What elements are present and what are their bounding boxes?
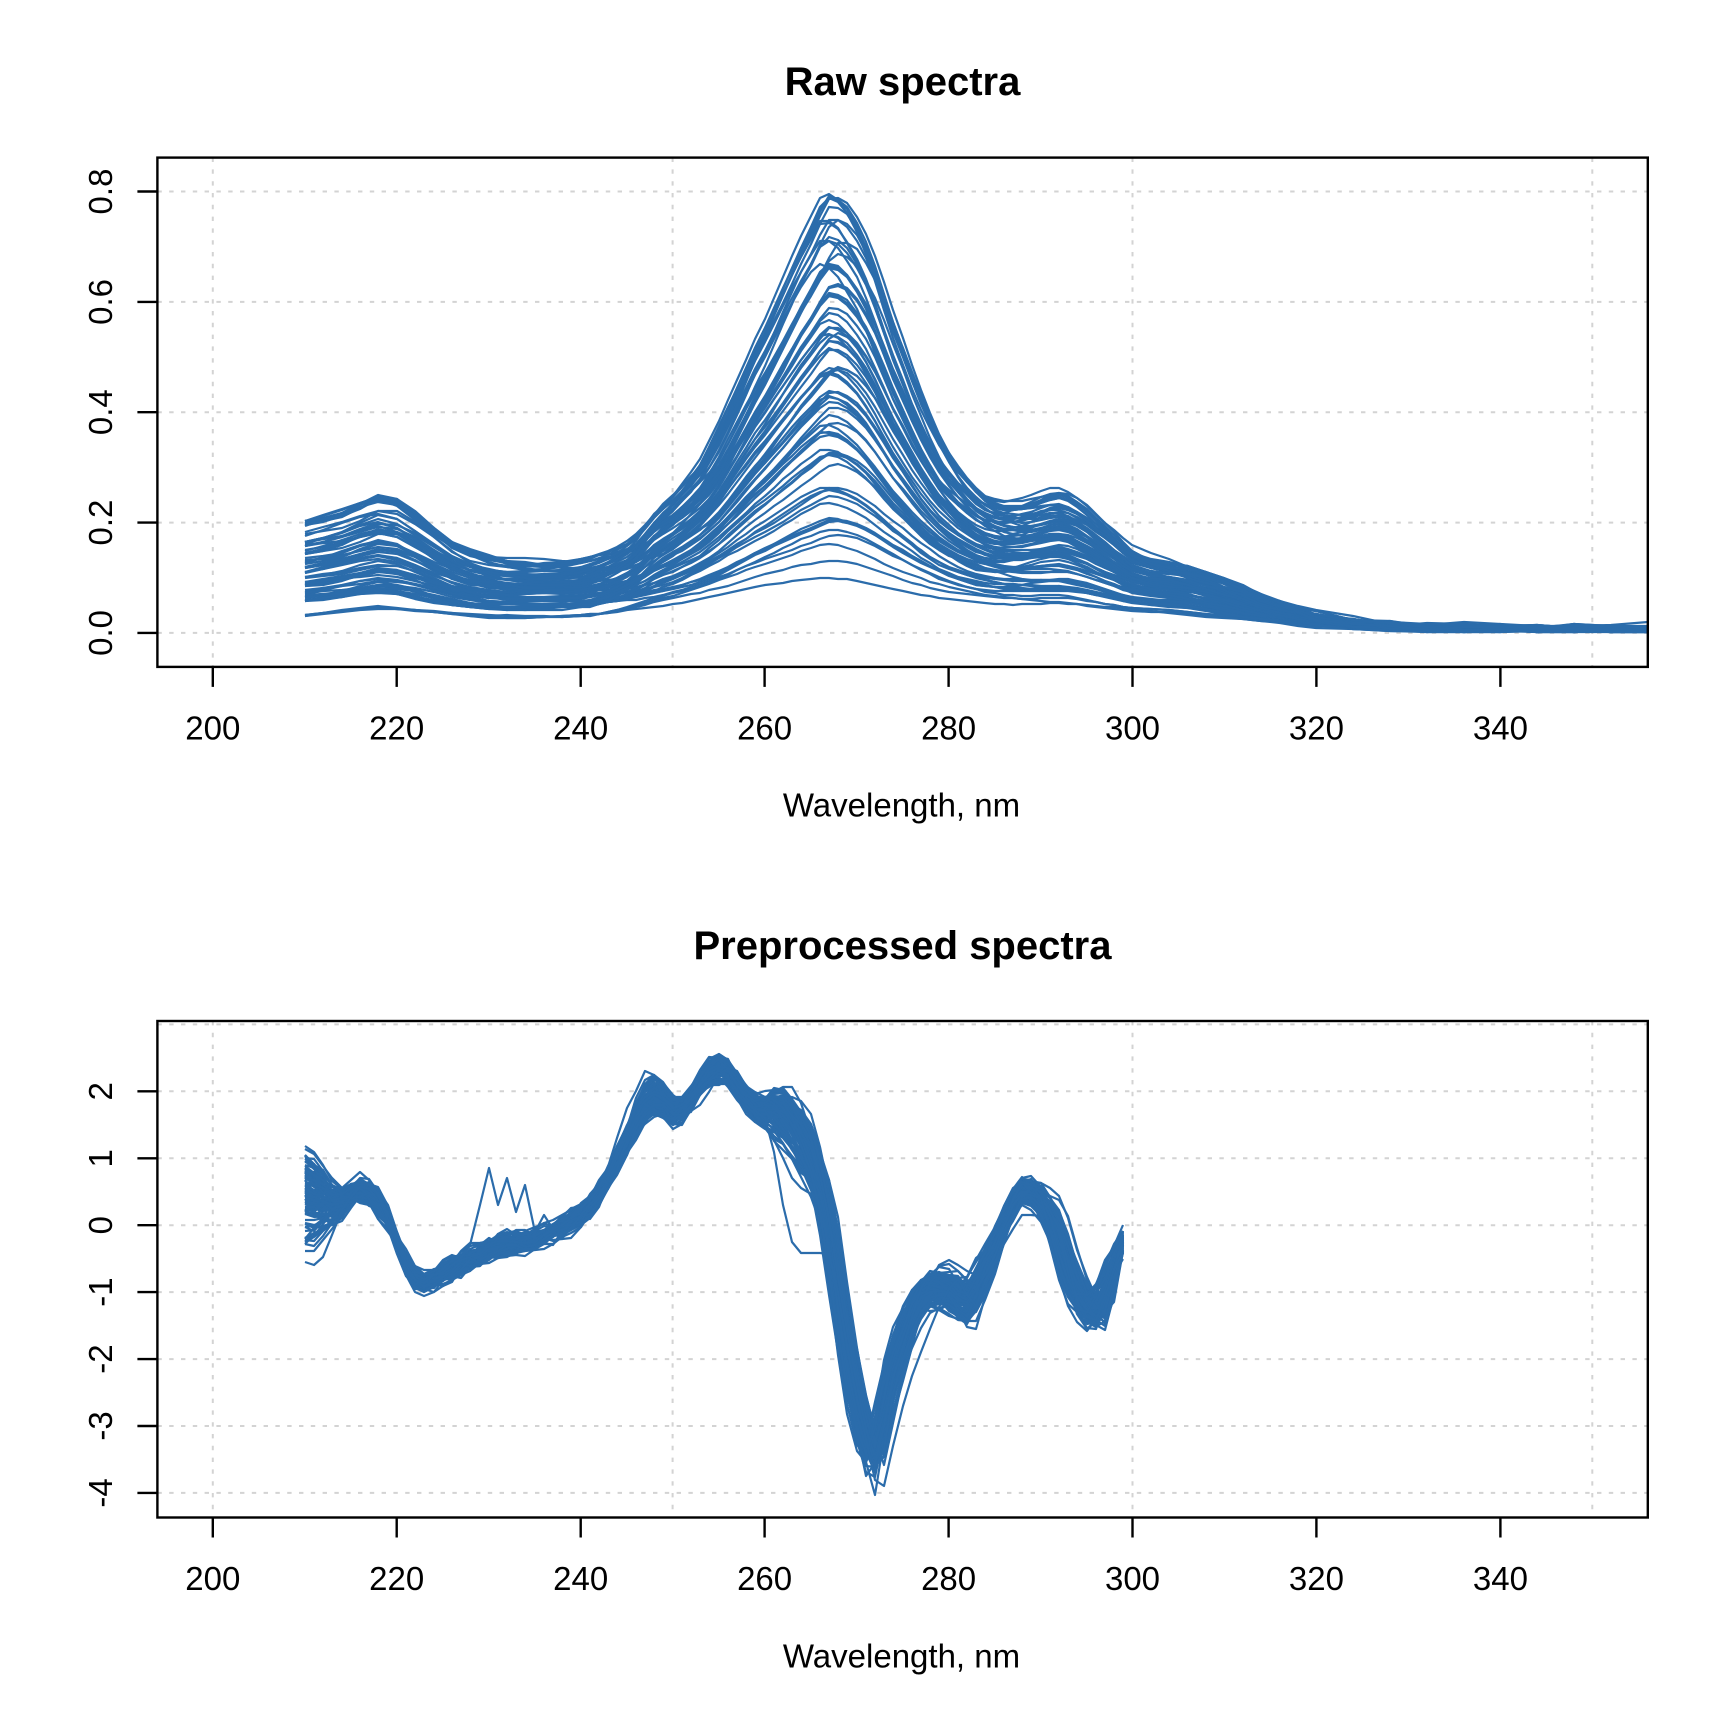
svg-text:260: 260	[737, 710, 792, 747]
svg-text:280: 280	[921, 1560, 976, 1597]
svg-text:220: 220	[369, 710, 424, 747]
svg-text:0.2: 0.2	[82, 500, 119, 546]
svg-text:340: 340	[1473, 1560, 1528, 1597]
svg-text:0.0: 0.0	[82, 610, 119, 656]
svg-text:1: 1	[82, 1149, 119, 1167]
svg-text:Raw spectra: Raw spectra	[785, 60, 1021, 104]
svg-text:340: 340	[1473, 710, 1528, 747]
svg-text:220: 220	[369, 1560, 424, 1597]
svg-text:-3: -3	[82, 1411, 119, 1440]
svg-text:300: 300	[1105, 710, 1160, 747]
svg-text:320: 320	[1289, 1560, 1344, 1597]
svg-text:2: 2	[82, 1082, 119, 1100]
svg-text:-1: -1	[82, 1277, 119, 1306]
svg-text:0: 0	[82, 1216, 119, 1234]
svg-text:Wavelength, nm: Wavelength, nm	[783, 1638, 1020, 1675]
svg-text:240: 240	[553, 1560, 608, 1597]
svg-text:Preprocessed spectra: Preprocessed spectra	[693, 924, 1112, 968]
svg-text:0.6: 0.6	[82, 279, 119, 325]
svg-text:280: 280	[921, 710, 976, 747]
svg-text:-4: -4	[82, 1478, 119, 1507]
svg-text:0.4: 0.4	[82, 389, 119, 435]
svg-text:-2: -2	[82, 1344, 119, 1373]
svg-text:300: 300	[1105, 1560, 1160, 1597]
svg-text:0.8: 0.8	[82, 169, 119, 215]
svg-text:200: 200	[185, 1560, 240, 1597]
svg-text:240: 240	[553, 710, 608, 747]
svg-text:320: 320	[1289, 710, 1344, 747]
svg-text:Wavelength, nm: Wavelength, nm	[783, 787, 1020, 824]
svg-text:200: 200	[185, 710, 240, 747]
svg-text:260: 260	[737, 1560, 792, 1597]
